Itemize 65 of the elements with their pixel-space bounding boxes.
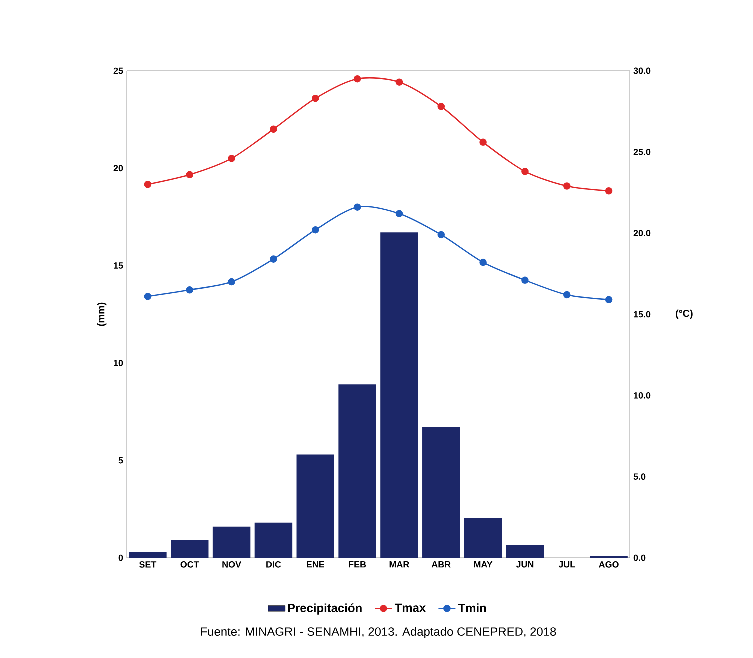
y2-tick-label: 30.0: [634, 68, 651, 74]
y-tick-label: 0: [118, 554, 124, 562]
bar: [422, 427, 460, 558]
x-tick-label: JUL: [558, 562, 576, 568]
legend-label: Tmax: [394, 604, 426, 612]
point: [270, 256, 278, 263]
y2-tick-label: 5.0: [634, 474, 646, 480]
point: [605, 187, 613, 195]
point: [144, 293, 152, 300]
x-tick-label: SET: [140, 562, 157, 568]
point: [228, 278, 236, 286]
point: [438, 231, 446, 239]
point: [186, 286, 194, 294]
legend-label: Precipitación: [288, 604, 362, 615]
point: [312, 94, 320, 102]
point: [480, 258, 487, 266]
point: [522, 276, 529, 284]
bar: [212, 526, 251, 558]
y2-tick-label: 10.0: [634, 392, 651, 399]
y2-tick-label: 20.0: [634, 230, 651, 237]
point: [312, 226, 320, 234]
x-tick-label: MAY: [474, 562, 493, 568]
x-tick-label: JUN: [516, 562, 534, 568]
bar: [464, 518, 502, 558]
point: [563, 291, 571, 299]
y-axis-title: (mm): [97, 302, 107, 326]
x-tick-label: AGO: [599, 562, 619, 568]
x-tick-label: DIC: [266, 562, 282, 568]
bar: [506, 545, 544, 558]
x-tick-label: FEB: [349, 562, 366, 568]
y-tick-label: 25: [114, 68, 124, 74]
x-tick-label: ENE: [307, 562, 324, 568]
x-tick-label: ABR: [432, 562, 451, 568]
bar: [338, 384, 376, 558]
point: [144, 180, 152, 188]
bar: [129, 552, 167, 558]
x-tick-label: NOV: [222, 562, 242, 568]
point: [270, 126, 278, 134]
bar: [254, 522, 293, 558]
point: [563, 182, 571, 190]
point: [396, 78, 404, 86]
y2-axis-title: (°C): [676, 310, 693, 320]
bar: [171, 540, 209, 558]
point: [605, 296, 613, 304]
point: [396, 210, 404, 218]
bar: [380, 232, 418, 558]
y-tick-label: 5: [118, 457, 124, 464]
point: [354, 204, 362, 211]
y-tick-label: 15: [114, 262, 124, 269]
point: [228, 155, 236, 162]
y2-tick-label: 0.0: [634, 554, 646, 562]
x-tick-label: OCT: [180, 562, 200, 568]
y2-tick-label: 15.0: [634, 311, 651, 318]
point: [480, 138, 487, 146]
point: [186, 171, 194, 179]
y-tick-label: 10: [114, 360, 124, 366]
source-note: Fuente: MINAGRI - SENAMHI, 2013. Adaptado CENEPRED, 2018: [201, 627, 556, 638]
bar: [296, 454, 334, 558]
point: [354, 75, 362, 83]
y-tick-label: 20: [114, 165, 124, 172]
point: [522, 168, 529, 176]
point: [438, 103, 446, 110]
x-tick-label: MAR: [390, 562, 410, 568]
y2-tick-label: 25.0: [634, 148, 651, 156]
legend-label: Tmin: [458, 604, 486, 612]
